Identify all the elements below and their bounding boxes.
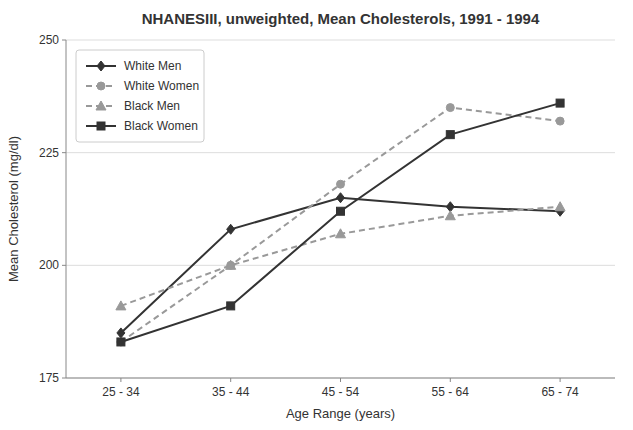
- x-tick: [340, 378, 341, 382]
- y-axis-label: Mean Cholesterol (mg/dl): [6, 136, 21, 282]
- marker: [227, 261, 235, 269]
- series: [117, 193, 564, 338]
- legend-marker: [97, 122, 105, 130]
- chart: 175 200 225 250 25 - 34 35 - 44 45 - 54 55 - 64…: [0, 0, 633, 430]
- grid-line: [66, 40, 615, 41]
- marker: [446, 131, 454, 139]
- marker: [116, 301, 126, 310]
- x-tick-label: 55 - 64: [432, 385, 470, 399]
- axes: 175 200 225 250 25 - 34 35 - 44 45 - 54 55 - 64…: [39, 33, 615, 399]
- legend-label: White Men: [124, 59, 181, 73]
- marker: [556, 99, 564, 107]
- marker: [446, 104, 454, 112]
- marker: [117, 338, 125, 346]
- legend-frame: [76, 50, 204, 142]
- title: NHANESIII, unweighted, Mean Cholesterols…: [142, 10, 540, 27]
- x-tick-label: 45 - 54: [322, 385, 360, 399]
- x-tick: [120, 378, 121, 382]
- line: [121, 207, 560, 306]
- x-tick-label: 25 - 34: [102, 385, 140, 399]
- x-tick: [560, 378, 561, 382]
- y-tick: [62, 265, 66, 266]
- legend-marker: [96, 101, 106, 110]
- legend-marker: [97, 82, 105, 90]
- marker: [337, 180, 345, 188]
- marker: [337, 207, 345, 215]
- y-axis-line: [66, 40, 67, 378]
- marker: [227, 224, 235, 234]
- marker: [227, 302, 235, 310]
- y-tick: [62, 40, 66, 41]
- chart-container: 175 200 225 250 25 - 34 35 - 44 45 - 54 55 - 64…: [0, 0, 633, 430]
- legend-marker: [97, 61, 105, 71]
- y-tick-label: 175: [39, 371, 59, 385]
- x-axis-label: Age Range (years): [286, 406, 395, 421]
- y-tick-label: 250: [39, 33, 59, 47]
- y-tick: [62, 378, 66, 379]
- marker: [555, 202, 565, 211]
- legend-label: Black Men: [124, 99, 180, 113]
- y-tick-label: 200: [39, 258, 59, 272]
- line: [121, 108, 560, 342]
- x-tick: [450, 378, 451, 382]
- marker: [556, 117, 564, 125]
- marker: [117, 328, 125, 338]
- marker: [337, 193, 345, 203]
- line: [121, 198, 560, 333]
- marker: [226, 260, 236, 269]
- grid-line: [66, 265, 615, 266]
- marker: [117, 338, 125, 346]
- y-tick-label: 225: [39, 146, 59, 160]
- y-tick: [62, 152, 66, 153]
- x-tick-label: 65 - 74: [541, 385, 579, 399]
- legend-label: White Women: [124, 79, 199, 93]
- x-tick-label: 35 - 44: [212, 385, 250, 399]
- legend-label: Black Women: [124, 119, 198, 133]
- series: [116, 202, 565, 310]
- marker: [336, 229, 346, 238]
- grid-line: [66, 152, 615, 153]
- legend: White Men White Women Black Men Black Women: [76, 50, 204, 142]
- marker: [445, 211, 455, 220]
- x-tick: [230, 378, 231, 382]
